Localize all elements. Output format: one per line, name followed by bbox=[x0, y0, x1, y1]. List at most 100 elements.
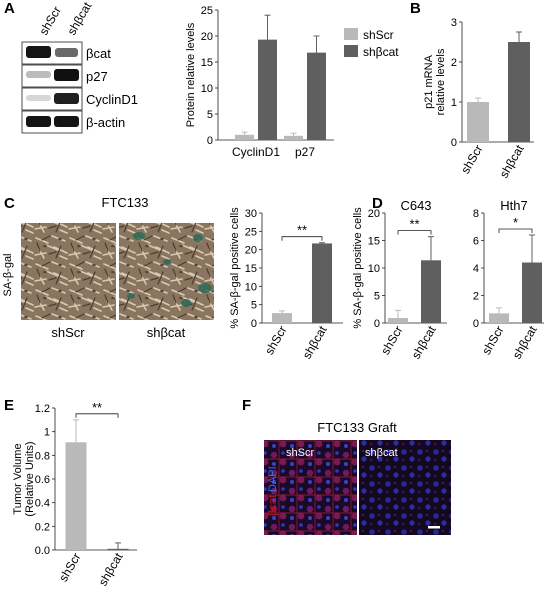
blot-band-bcat-shbcat bbox=[55, 48, 78, 57]
y-tick-label: 4 bbox=[473, 263, 479, 275]
chart-d-hth7: 0 2 4 6 8 * shScr shβcat Hth7 bbox=[473, 198, 544, 361]
y-tick-label: 2 bbox=[451, 57, 457, 69]
y-tick-label: 20 bbox=[201, 31, 213, 43]
panel-f-title: FTC133 Graft bbox=[317, 420, 397, 435]
fluorescence-shscr bbox=[264, 440, 357, 535]
y-tick-label: 10 bbox=[368, 263, 380, 275]
y-axis-title: % SA-β-gal positive cells bbox=[352, 207, 364, 329]
y-tick-label: 0.8 bbox=[35, 450, 50, 462]
blot-band-p27-shbcat bbox=[54, 69, 79, 81]
x-tick-label: shScr bbox=[458, 143, 485, 177]
y-axis-title-line: (Relative Units) bbox=[24, 441, 36, 516]
y-tick-label: 8 bbox=[473, 208, 479, 220]
y-tick-label: 15 bbox=[368, 236, 380, 248]
chart-title: C643 bbox=[400, 198, 431, 213]
x-tick-label: shβcat bbox=[510, 323, 540, 361]
chart-c-sa-bgal: 0 5 10 15 20 25 30 ** shScr shβcat % SA-β-gal posi… bbox=[229, 207, 343, 361]
blot-band-p27-shscr bbox=[26, 71, 51, 78]
x-tick-label: p27 bbox=[295, 145, 315, 159]
bar-shbcat-cyclind1 bbox=[258, 39, 277, 140]
stain-label-bcat: βcat bbox=[267, 495, 279, 516]
chart-a-protein-levels: 0 5 10 15 20 25 Protein relative levels CyclinD… bbox=[185, 5, 399, 159]
y-tick-label: 0 bbox=[374, 318, 380, 330]
y-tick-label: 10 bbox=[201, 83, 213, 95]
micrograph-shbcat-blue-stain bbox=[127, 232, 212, 307]
blot-band-cyclind1-shbcat bbox=[54, 93, 79, 104]
panel-label-e: E bbox=[4, 397, 14, 414]
y-axis-title-line: Tumor Volume bbox=[12, 443, 24, 514]
significance-bracket bbox=[75, 413, 119, 418]
panel-c-side-label: SA-β-gal bbox=[2, 253, 14, 296]
x-tick-label: shScr bbox=[378, 324, 405, 358]
y-tick-label: 25 bbox=[245, 226, 257, 238]
bar-shbcat bbox=[522, 262, 542, 323]
significance-marker: ** bbox=[409, 217, 419, 232]
panel-label-c: C bbox=[4, 195, 15, 212]
x-tick-label: shScr bbox=[479, 324, 506, 358]
y-tick-label: 30 bbox=[245, 208, 257, 220]
blot-band-bcat-shscr bbox=[26, 46, 51, 58]
y-tick-label: 0 bbox=[207, 135, 213, 147]
y-tick-label: 0 bbox=[251, 318, 257, 330]
fluorescence-stain-legend: βcat DAPI bbox=[267, 466, 279, 516]
x-tick-label: shβcat bbox=[497, 142, 527, 180]
significance-bracket bbox=[281, 236, 323, 241]
scale-bar bbox=[428, 526, 440, 529]
y-tick-label: 0.6 bbox=[35, 474, 50, 486]
x-tick-label: shβcat bbox=[409, 323, 439, 361]
stain-label-dapi: DAPI bbox=[267, 466, 279, 492]
panel-f-fluorescence: FTC133 Graft shScr shβcat βcat DAPI bbox=[264, 420, 451, 535]
panel-labels: A B C D E F bbox=[4, 0, 421, 414]
bar-shbcat-p27 bbox=[307, 52, 326, 140]
y-tick-label: 2 bbox=[473, 291, 479, 303]
bar-shbcat bbox=[312, 243, 332, 323]
blot-band-bactin-shbcat bbox=[54, 116, 79, 127]
x-tick-label: shScr bbox=[56, 551, 83, 585]
micrograph-caption-shbcat: shβcat bbox=[147, 325, 186, 340]
bar-shbcat bbox=[421, 260, 441, 323]
y-tick-label: 0.4 bbox=[35, 498, 50, 510]
y-tick-label: 1 bbox=[44, 427, 50, 439]
y-tick-label: 10 bbox=[245, 281, 257, 293]
blot-band-label-bcat: βcat bbox=[86, 46, 111, 61]
y-tick-label: 5 bbox=[207, 109, 213, 121]
blot-band-label-p27: p27 bbox=[86, 69, 108, 84]
legend-label-0: shScr bbox=[363, 28, 394, 42]
bar-shbcat bbox=[107, 548, 129, 550]
legend-swatch-1 bbox=[344, 45, 358, 57]
bar-shbcat bbox=[508, 42, 530, 142]
x-tick-label: CyclinD1 bbox=[232, 145, 280, 159]
blot-lane-label-shbcat: shβcat bbox=[64, 0, 94, 38]
x-tick-label: shScr bbox=[262, 324, 289, 358]
fluorescence-label-shscr: shScr bbox=[286, 447, 314, 459]
blot-band-cyclind1-shscr bbox=[26, 95, 51, 101]
legend-swatch-0 bbox=[344, 28, 358, 40]
y-tick-label: 25 bbox=[201, 5, 213, 17]
y-tick-label: 5 bbox=[251, 300, 257, 312]
blot-lane-label-shscr: shScr bbox=[36, 4, 63, 38]
y-axis-title-line: relative levels bbox=[435, 48, 447, 115]
legend-label-1: shβcat bbox=[363, 45, 399, 59]
y-tick-label: 3 bbox=[451, 17, 457, 29]
y-axis-title: Protein relative levels bbox=[185, 22, 197, 127]
panel-label-f: F bbox=[242, 397, 251, 414]
blot-band-label-bactin: β-actin bbox=[86, 115, 125, 130]
panel-a-blot: shScr shβcat βcat p27 CyclinD1 β-actin bbox=[21, 0, 138, 134]
panel-label-a: A bbox=[4, 0, 15, 17]
panel-label-b: B bbox=[410, 0, 421, 17]
blot-band-label-cyclind1: CyclinD1 bbox=[86, 92, 138, 107]
significance-marker: ** bbox=[92, 400, 102, 415]
panel-c-micrographs: FTC133 SA-β-gal shScr shβcat bbox=[2, 195, 214, 340]
y-tick-label: 0 bbox=[473, 318, 479, 330]
y-tick-label: 5 bbox=[374, 291, 380, 303]
significance-marker: * bbox=[513, 215, 518, 230]
y-tick-label: 15 bbox=[245, 263, 257, 275]
chart-b-p21-mrna: 0 1 2 3 shScr shβcat p21 mRNA relative levels bbox=[423, 17, 534, 180]
blot-band-bactin-shscr bbox=[26, 116, 51, 127]
chart-e-tumor-volume: 0.0 0.2 0.4 0.6 0.8 1 1.2 ** shScr shβcat Tumor Vo… bbox=[12, 400, 137, 588]
y-tick-label: 20 bbox=[245, 245, 257, 257]
bar-shscr bbox=[65, 442, 87, 550]
chart-d-c643: 0 5 10 15 20 ** shScr shβcat C643 % SA-β-gal posi… bbox=[352, 198, 447, 361]
y-tick-label: 0.0 bbox=[35, 545, 50, 557]
